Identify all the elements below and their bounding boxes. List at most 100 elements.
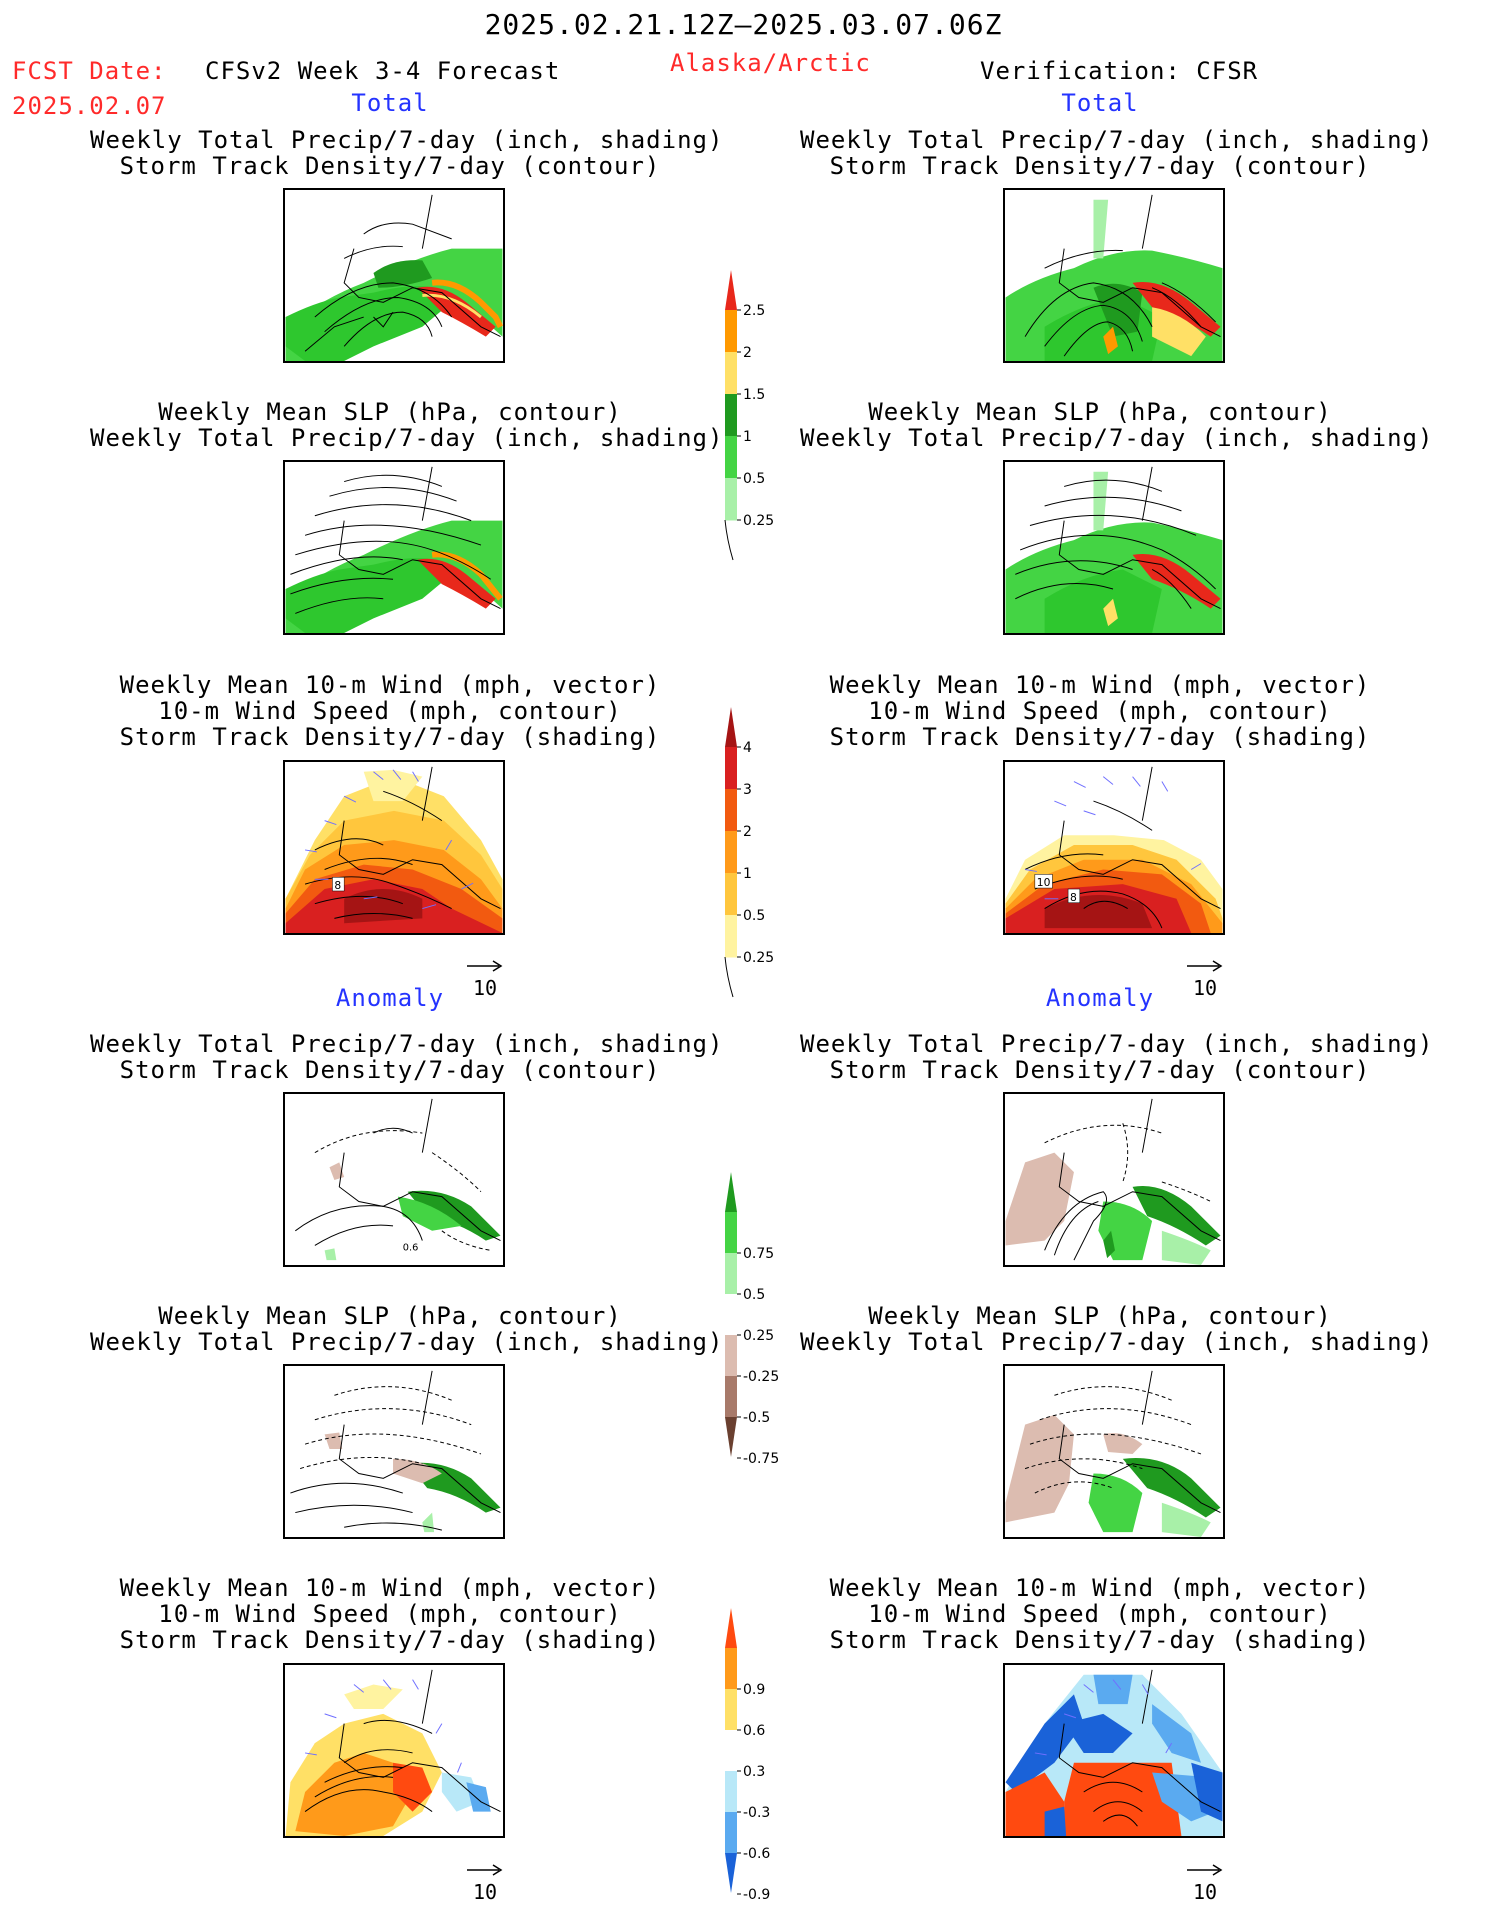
vector-key-r6: 10 [1185,1862,1225,1904]
colorbar-label: -0.75 [743,1451,779,1467]
title-l4-b: Storm Track Density/7-day (contour) [119,1056,661,1084]
vector-key-label: 10 [1192,1880,1218,1904]
colorbar-graphic: 4 3 2 1 0.5 0.25 [724,707,774,998]
title-r2-a: Weekly Mean SLP (hPa, contour) [868,398,1332,426]
colorbar-segment [725,789,737,832]
alaska-map [285,1669,503,1836]
title-r1-a: Weekly Total Precip/7-day (inch, shading… [800,126,1434,154]
alaska-map: 10 8 [1005,766,1223,933]
alaska-map: 8 [285,766,503,933]
colorbar-tail [724,956,734,998]
title-l6-c: Storm Track Density/7-day (shading) [119,1626,661,1654]
colorbar-segment [725,831,737,874]
colorbar-label: 1 [743,429,752,445]
colorbar-label: 0.3 [743,1764,765,1780]
title-l2-b: Weekly Total Precip/7-day (inch, shading… [90,424,724,452]
colorbar-label: 0.6 [743,1723,765,1739]
colorbar-segment [725,1212,737,1254]
title-r3-c: Storm Track Density/7-day (shading) [829,723,1371,751]
title-r2-b: Weekly Total Precip/7-day (inch, shading… [800,424,1434,452]
colorbar-segment [725,1376,737,1418]
verification-title: Verification: CFSR [980,57,1259,85]
alaska-map [1005,194,1223,361]
title-l1-a: Weekly Total Precip/7-day (inch, shading… [90,126,724,154]
map-total-slp-precip-fcst [283,460,505,635]
title-r6-a: Weekly Mean 10-m Wind (mph, vector) [829,1574,1371,1602]
map-total-precip-track-fcst [283,188,505,363]
title-l6-a: Weekly Mean 10-m Wind (mph, vector) [119,1574,661,1602]
colorbar-segment [725,310,737,353]
period-title: 2025.02.21.12Z–2025.03.07.06Z [484,8,1003,41]
colorbar-precip-anom: 0.75 0.5 0.25 -0.25 -0.5 -0.75 [725,1172,795,1467]
colorbar-label: 0.5 [743,908,765,924]
colorbar-label: 0.25 [743,950,774,966]
fcst-date-value: 2025.02.07 [12,92,167,120]
colorbar-label: 0.75 [743,1246,774,1262]
alaska-map [285,194,503,361]
vector-key-label: 10 [472,1880,498,1904]
section-total-right: Total [1061,89,1139,117]
alaska-map [1005,1370,1221,1537]
colorbar-segment [725,1294,737,1336]
title-r4-b: Storm Track Density/7-day (contour) [829,1056,1371,1084]
title-l3-a: Weekly Mean 10-m Wind (mph, vector) [119,671,661,699]
fcst-date-label: FCST Date: [12,57,167,85]
colorbar-segment [725,352,737,395]
colorbar-label: -0.5 [743,1410,770,1426]
region-title: Alaska/Arctic [670,49,871,77]
map-anom-wind-fcst [283,1663,505,1838]
colorbar-label: 0.25 [743,1328,774,1344]
colorbar-label: 3 [743,782,752,798]
colorbar-tail [724,519,734,561]
colorbar-label: -0.6 [743,1846,770,1862]
colorbar-label: 2.5 [743,303,765,319]
vector-key-r3: 10 [1185,958,1225,1000]
colorbar-segment [725,436,737,479]
colorbar-segment [725,1812,737,1854]
contour-label: 0.6 [403,1242,419,1253]
colorbar-storm-total: 4 3 2 1 0.5 0.25 [724,707,795,998]
colorbar-segment [725,1335,737,1377]
title-l2-a: Weekly Mean SLP (hPa, contour) [158,398,622,426]
colorbar-segment [725,394,737,437]
map-anom-wind-verif [1003,1663,1225,1838]
colorbar-segment [725,1771,737,1813]
map-anom-precip-track-verif [1003,1092,1225,1267]
section-total-left: Total [351,89,429,117]
map-anom-slp-precip-fcst [283,1364,505,1539]
title-r1-b: Storm Track Density/7-day (contour) [829,152,1371,180]
colorbar-label: 2 [743,824,752,840]
colorbar-top-arrow [725,707,737,747]
colorbar-label: 0.5 [743,1287,765,1303]
colorbar-label: 1 [743,866,752,882]
colorbar-label: 4 [743,740,752,756]
arrow-right-icon [467,960,503,972]
contour-label: 10 [1037,876,1051,889]
title-l3-c: Storm Track Density/7-day (shading) [119,723,661,751]
vector-key-label: 10 [472,976,498,1000]
forecast-title: CFSv2 Week 3-4 Forecast [205,57,561,85]
colorbar-segment [725,1689,737,1731]
colorbar-segment [725,1730,737,1772]
title-l3-b: 10-m Wind Speed (mph, contour) [158,697,622,725]
section-anomaly-right: Anomaly [1045,984,1155,1012]
arrow-right-icon [467,1864,503,1876]
contour-label: 8 [1070,891,1077,904]
colorbar-graphic: 2.5 2 1.5 1 0.5 0.25 [724,270,774,561]
colorbar-top-arrow [725,270,737,310]
title-r5-a: Weekly Mean SLP (hPa, contour) [868,1302,1332,1330]
colorbar-bottom-arrow [725,1417,737,1457]
title-r3-b: 10-m Wind Speed (mph, contour) [868,697,1332,725]
colorbar-label: 0.25 [743,513,774,529]
colorbar-label: -0.25 [743,1369,779,1385]
colorbar-segment [725,915,737,958]
colorbar-segment [725,1648,737,1690]
map-total-precip-track-verif [1003,188,1225,363]
colorbar-top-arrow [725,1608,737,1648]
title-r6-b: 10-m Wind Speed (mph, contour) [868,1600,1332,1628]
alaska-map [1005,1669,1223,1836]
map-total-wind-fcst: 8 [283,760,505,935]
colorbar-segment [725,747,737,790]
colorbar-label: -0.9 [743,1887,770,1903]
vector-key-label: 10 [1192,976,1218,1000]
